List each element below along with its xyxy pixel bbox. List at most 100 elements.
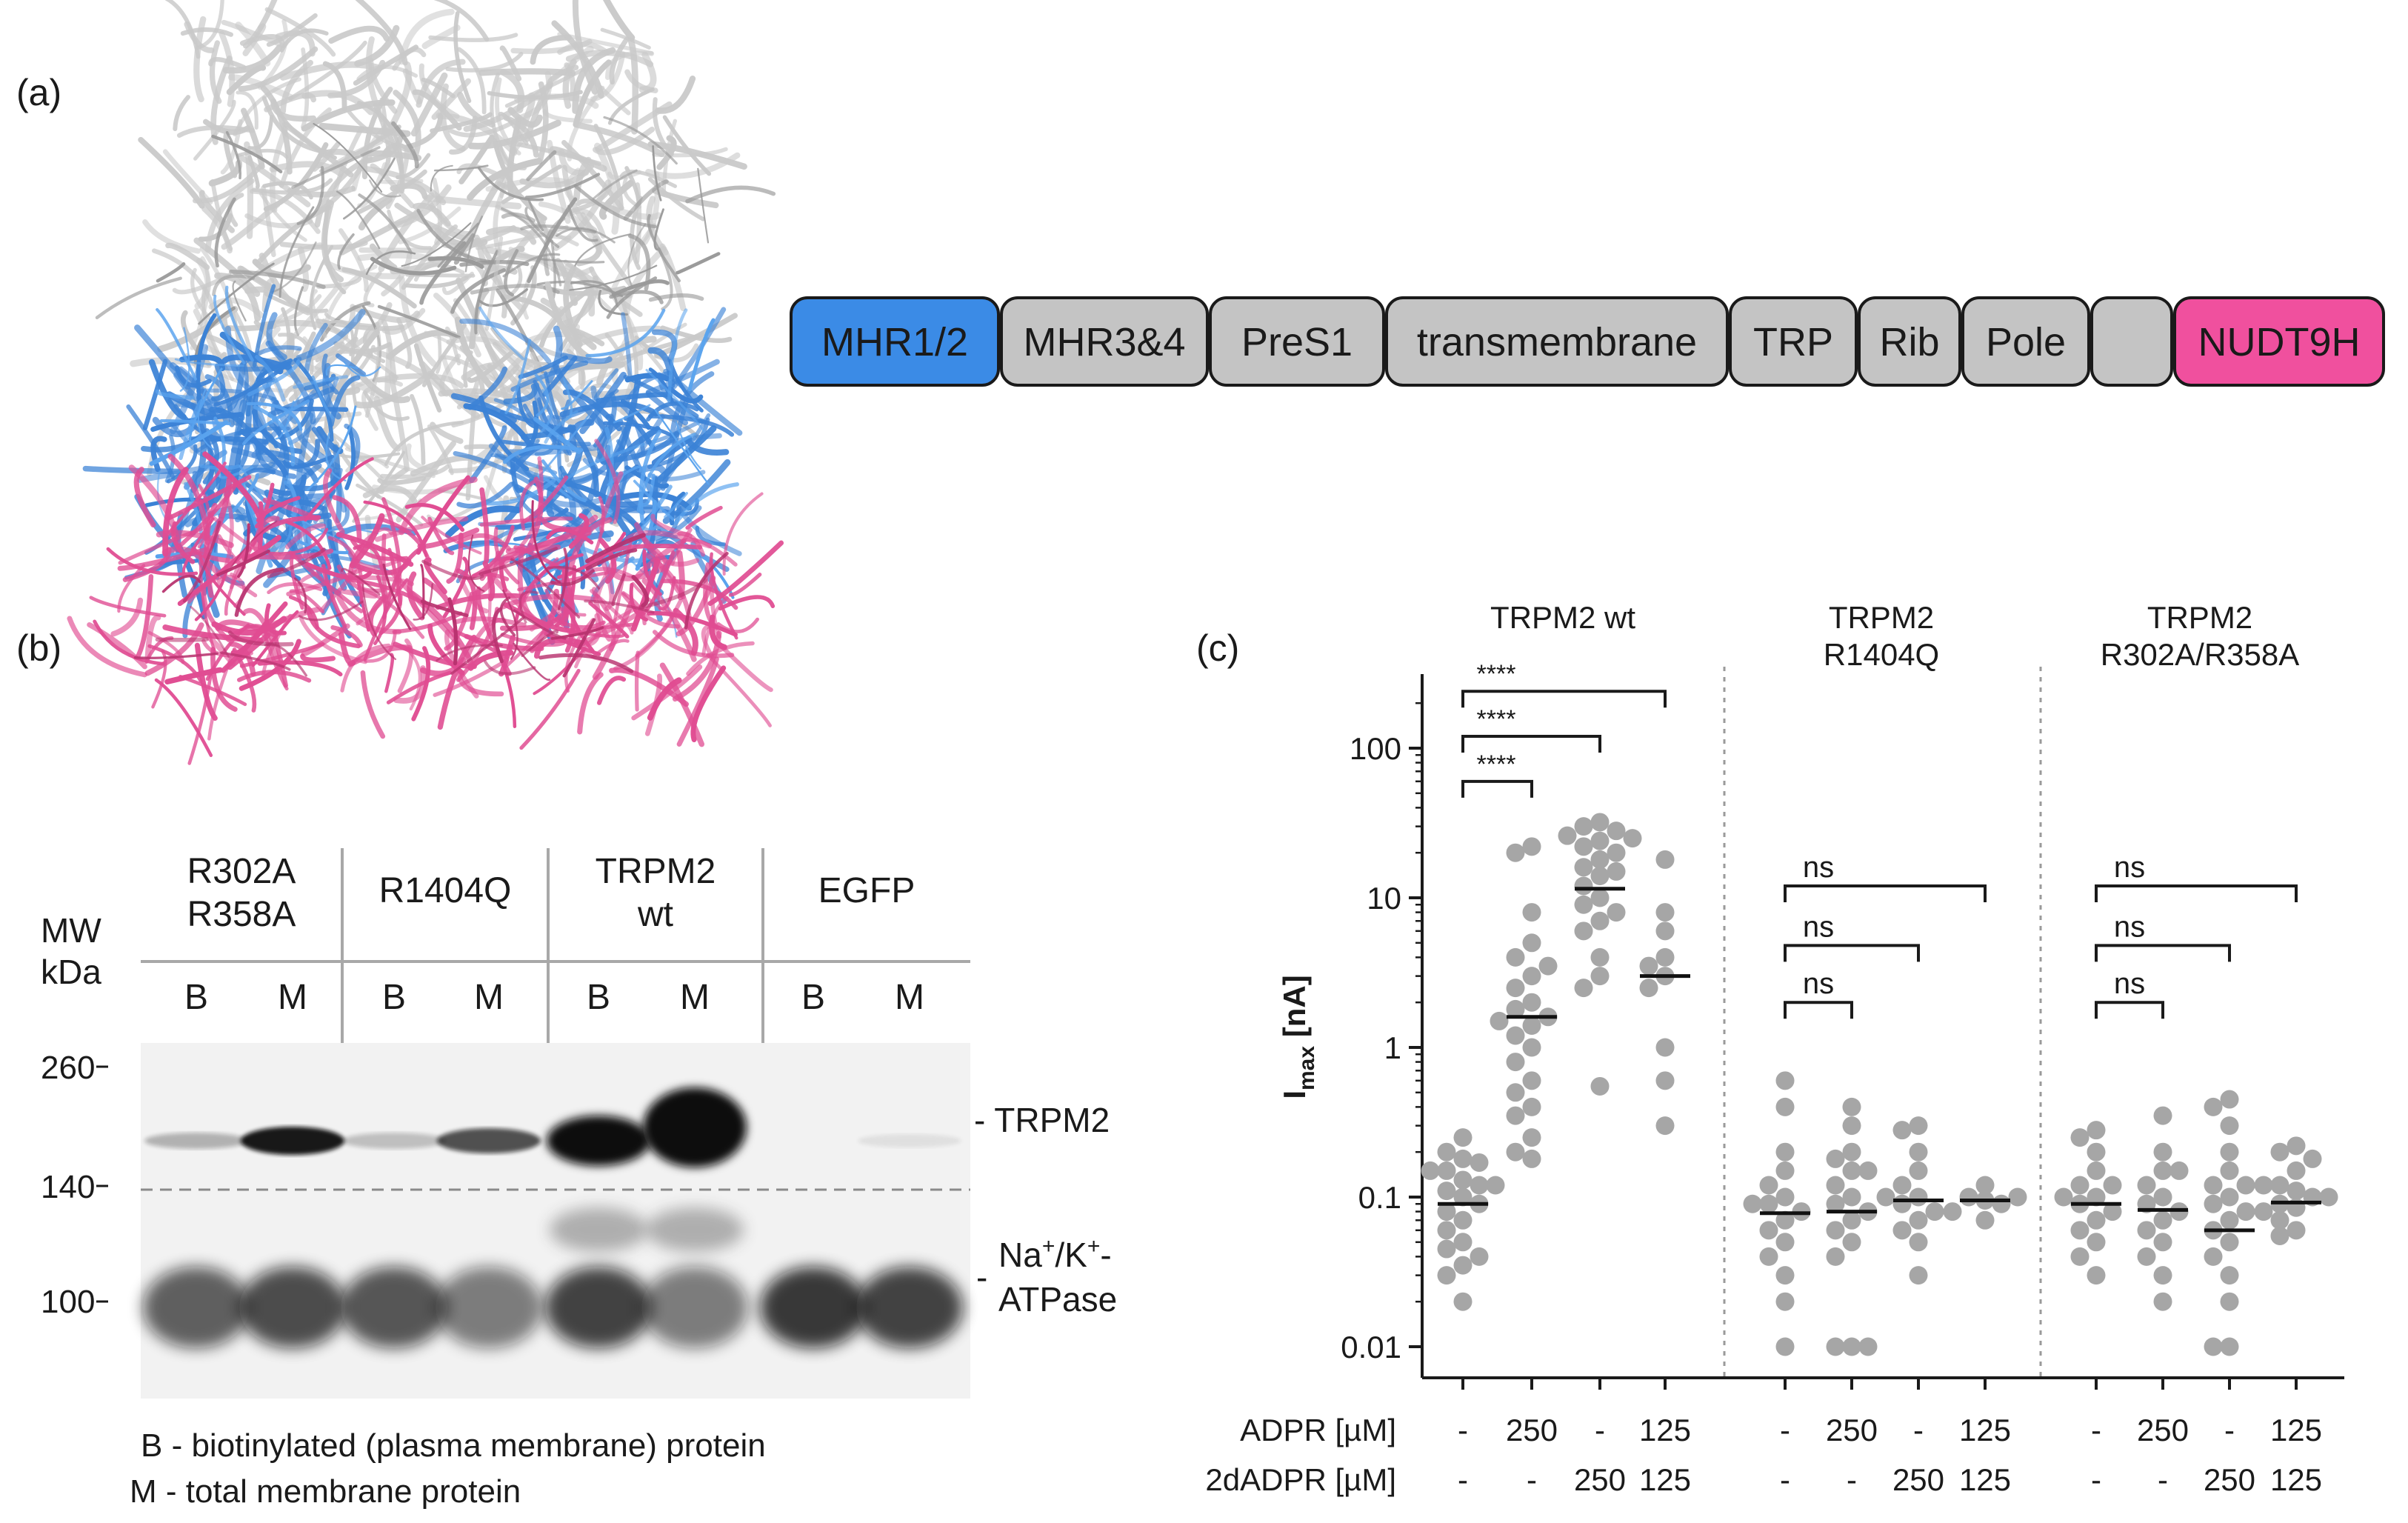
data-point (1925, 1202, 1944, 1222)
structure-ribbon (422, 577, 451, 605)
structure-ribbon (155, 637, 209, 642)
structure-ribbon (667, 308, 688, 403)
data-point (1826, 1337, 1845, 1356)
blot-band-atpase-lane-0 (143, 1267, 250, 1348)
structure-ribbon (242, 0, 278, 49)
structure-ribbon (144, 497, 216, 507)
structure-ribbon (154, 678, 213, 757)
structure-ribbon (322, 259, 401, 279)
structure-ribbon (267, 547, 326, 579)
structure-ribbon (144, 614, 161, 661)
structure-ribbon (661, 579, 738, 610)
structure-ribbon (224, 285, 254, 362)
structure-ribbon (199, 190, 235, 233)
structure-ribbon (440, 83, 466, 152)
structure-ribbon (722, 492, 764, 576)
structure-ribbon (444, 505, 521, 539)
structure-ribbon (242, 399, 310, 446)
structure-ribbon (321, 353, 339, 395)
structure-ribbon (224, 530, 263, 616)
structure-ribbon (358, 196, 393, 231)
structure-ribbon (213, 416, 226, 465)
structure-ribbon (465, 400, 477, 501)
condition-adpr-1-2: - (1913, 1413, 1924, 1447)
structure-ribbon (279, 28, 329, 53)
data-point (1522, 1038, 1541, 1057)
structure-ribbon (213, 361, 292, 407)
structure-ribbon (597, 676, 627, 705)
structure-ribbon (210, 646, 238, 712)
structure-ribbon (623, 245, 667, 316)
data-point (1506, 999, 1525, 1019)
significance-label-1: **** (1477, 705, 1516, 733)
data-point (1453, 1187, 1473, 1207)
data-point (2103, 1176, 2122, 1195)
structure-ribbon (479, 487, 490, 564)
data-point (2137, 1176, 2156, 1195)
group-title-2-line0: TRPM2 (2147, 600, 2252, 635)
data-point (2270, 1142, 2289, 1162)
structure-ribbon (613, 536, 633, 624)
structure-ribbon (673, 482, 739, 525)
structure-ribbon (519, 668, 581, 750)
data-point (1842, 1210, 1861, 1230)
data-point (1574, 837, 1593, 856)
structure-ribbon (393, 665, 427, 704)
blot-lane-label-7: M (895, 978, 924, 1017)
data-point (2270, 1176, 2289, 1195)
domain-box-trp-label: TRP (1753, 320, 1833, 364)
data-point (2270, 1226, 2289, 1245)
data-point (1992, 1194, 2011, 1213)
significance-bracket-1 (1461, 735, 1601, 753)
data-point (1655, 947, 1675, 967)
structure-ribbon (645, 419, 703, 445)
structure-ribbon (232, 280, 247, 321)
structure-ribbon (659, 243, 687, 312)
structure-ribbon (446, 532, 464, 584)
structure-ribbon (233, 77, 301, 137)
structure-ribbon (639, 473, 656, 507)
structure-ribbon (236, 148, 289, 159)
structure-ribbon (360, 670, 386, 739)
blot-band-trpm2-lane-2 (342, 1133, 446, 1149)
structure-ribbon (312, 141, 341, 172)
structure-ribbon (236, 90, 259, 130)
structure-ribbon (384, 653, 395, 693)
structure-ribbon (138, 136, 205, 209)
structure-ribbon (600, 27, 651, 50)
structure-ribbon (592, 599, 635, 680)
structure-ribbon (336, 353, 366, 377)
structure-ribbon (627, 233, 651, 291)
data-point (2070, 1128, 2090, 1147)
condition-2dadpr-2-3: 125 (2270, 1462, 2322, 1497)
mw-marker-140: 140 (41, 1169, 95, 1205)
structure-ribbon (338, 210, 421, 256)
mw-header-line1: MW (41, 911, 101, 950)
group-title-0-line0: TRPM2 wt (1490, 600, 1635, 635)
data-point (1909, 1161, 1928, 1180)
structure-ribbon (638, 430, 662, 524)
structure-ribbon (173, 95, 190, 131)
blot-band-atpase-lane-6 (760, 1267, 867, 1348)
data-point (2169, 1161, 2189, 1180)
structure-ribbon (226, 64, 267, 96)
structure-ribbon (275, 281, 342, 356)
structure-ribbon (328, 25, 390, 44)
chart-y-axis-label: Imax [nA] (1277, 975, 1319, 1099)
structure-ribbon (179, 675, 247, 707)
data-point (1842, 1161, 1861, 1180)
structure-ribbon (685, 505, 723, 530)
structure-ribbon (550, 45, 594, 82)
structure-ribbon (673, 607, 698, 656)
data-point (2070, 1176, 2090, 1195)
significance-bracket-4 (1784, 944, 1920, 962)
structure-ribbon (554, 258, 578, 306)
structure-ribbon (306, 405, 357, 491)
data-point (1590, 850, 1610, 869)
data-point (1522, 967, 1541, 986)
data-point (1437, 1239, 1456, 1259)
blot-band-atpase-lane-3 (436, 1267, 542, 1348)
data-point (1437, 1221, 1456, 1240)
structure-ribbon (364, 326, 381, 418)
